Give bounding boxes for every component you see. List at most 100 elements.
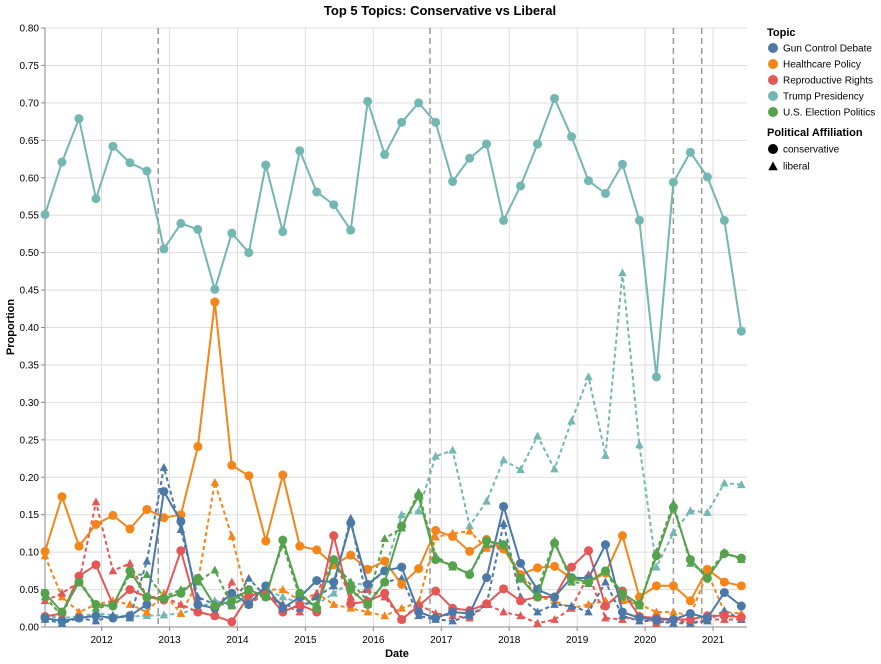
data-point-gun-control-debate-conservative [40,613,50,623]
data-point-trump-presidency-conservative [108,141,118,151]
data-point-trump-presidency-conservative [346,225,356,235]
data-point-trump-presidency-conservative [176,218,186,228]
data-point-healthcare-policy-conservative [227,460,237,470]
data-point-u-s-election-politics-conservative [142,592,152,602]
data-point-trump-presidency-conservative [516,181,526,191]
data-point-trump-presidency-liberal [397,510,406,519]
data-point-reproductive-rights-conservative [397,615,407,625]
data-point-healthcare-policy-conservative [397,579,407,589]
data-point-gun-control-debate-conservative [74,613,84,623]
data-point-healthcare-policy-conservative [346,550,356,560]
data-point-trump-presidency-conservative [567,132,576,142]
data-point-trump-presidency-conservative [685,147,695,157]
data-point-u-s-election-politics-conservative [719,549,729,559]
data-point-reproductive-rights-conservative [210,611,220,621]
data-point-reproductive-rights-conservative [193,607,203,617]
data-point-reproductive-rights-conservative [431,586,441,596]
data-point-gun-control-debate-conservative [176,516,186,526]
data-point-u-s-election-politics-conservative [91,600,101,610]
x-tick-label: 2014 [226,635,249,646]
data-point-u-s-election-politics-conservative [567,573,576,583]
data-point-u-s-election-politics-conservative [295,588,305,598]
data-point-u-s-election-politics-conservative [397,521,407,531]
data-point-gun-control-debate-conservative [482,573,492,583]
data-point-u-s-election-politics-conservative [482,536,492,546]
data-point-healthcare-policy-liberal [397,603,406,612]
data-point-u-s-election-politics-conservative [193,573,203,583]
data-point-gun-control-debate-conservative [516,558,526,568]
data-point-trump-presidency-liberal [635,440,644,449]
series-gun-control-debate-conservative [40,486,746,626]
y-tick-label: 0.45 [20,286,40,297]
data-point-trump-presidency-liberal [669,528,678,537]
data-point-reproductive-rights-liberal [227,577,237,586]
data-point-u-s-election-politics-conservative [363,600,373,610]
x-tick-label: 2018 [498,635,521,646]
data-point-trump-presidency-conservative [736,326,746,336]
data-point-healthcare-policy-conservative [40,546,50,556]
data-point-healthcare-policy-liberal [74,607,84,616]
data-point-healthcare-policy-conservative [668,581,678,591]
data-point-healthcare-policy-conservative [685,596,695,606]
data-point-gun-control-debate-liberal [244,573,254,582]
data-point-healthcare-policy-liberal [669,607,678,616]
data-point-trump-presidency-conservative [719,215,729,225]
series-u-s-election-politics-conservative [40,491,746,617]
data-point-healthcare-policy-liberal [652,607,661,616]
data-point-u-s-election-politics-conservative [702,573,712,583]
data-point-reproductive-rights-conservative [736,612,746,622]
x-tick-label: 2021 [702,635,725,646]
data-point-healthcare-policy-conservative [719,577,729,587]
data-point-trump-presidency-conservative [533,139,543,149]
data-point-reproductive-rights-conservative [380,588,390,598]
data-point-reproductive-rights-conservative [719,611,729,621]
data-point-reproductive-rights-conservative [567,562,576,572]
data-point-healthcare-policy-conservative [57,492,67,502]
data-point-trump-presidency-conservative [397,117,407,127]
data-point-healthcare-policy-conservative [278,470,288,480]
x-tick-label: 2015 [294,635,317,646]
data-point-gun-control-debate-conservative [142,600,152,610]
data-point-healthcare-policy-conservative [414,564,424,574]
legend-swatch-affiliation [768,144,778,154]
data-point-trump-presidency-conservative [278,227,288,237]
y-tick-label: 0.30 [20,398,40,409]
data-point-u-s-election-politics-conservative [278,535,288,545]
data-point-gun-control-debate-conservative [329,577,339,587]
data-point-trump-presidency-liberal [703,507,712,516]
data-point-gun-control-debate-liberal [533,607,542,616]
data-point-gun-control-debate-conservative [414,607,424,617]
data-point-trump-presidency-conservative [617,159,627,169]
data-point-u-s-election-politics-conservative [448,561,458,571]
y-tick-label: 0.65 [20,136,40,147]
y-axis-title: Proportion [5,299,17,355]
data-point-trump-presidency-conservative [227,228,237,238]
data-point-trump-presidency-conservative [482,139,492,149]
data-point-healthcare-policy-conservative [244,471,254,481]
data-point-u-s-election-politics-liberal [380,534,389,543]
data-point-u-s-election-politics-conservative [346,585,356,595]
data-point-u-s-election-politics-conservative [159,594,169,604]
data-point-u-s-election-politics-conservative [380,577,390,587]
data-point-healthcare-policy-conservative [465,546,475,556]
data-point-gun-control-debate-liberal [159,463,169,471]
data-point-reproductive-rights-conservative [91,560,101,570]
data-point-gun-control-debate-conservative [668,615,678,625]
data-point-reproductive-rights-conservative [125,585,135,595]
data-point-u-s-election-politics-conservative [74,577,84,587]
y-tick-label: 0.50 [20,248,40,259]
series-line-trump-presidency-conservative [44,97,743,378]
data-point-healthcare-policy-conservative [142,504,152,514]
x-tick-label: 2013 [158,635,181,646]
legend-topic-title: Topic [767,27,796,39]
data-point-u-s-election-politics-conservative [108,601,118,611]
data-point-gun-control-debate-conservative [227,588,237,598]
data-point-trump-presidency-liberal [465,521,474,530]
data-point-reproductive-rights-conservative [176,546,186,556]
data-point-trump-presidency-conservative [295,146,305,156]
data-point-healthcare-policy-liberal [176,609,186,617]
data-point-trump-presidency-liberal [431,451,440,460]
data-point-trump-presidency-conservative [159,244,169,254]
data-point-u-s-election-politics-conservative [651,551,661,561]
data-point-gun-control-debate-conservative [193,600,203,610]
